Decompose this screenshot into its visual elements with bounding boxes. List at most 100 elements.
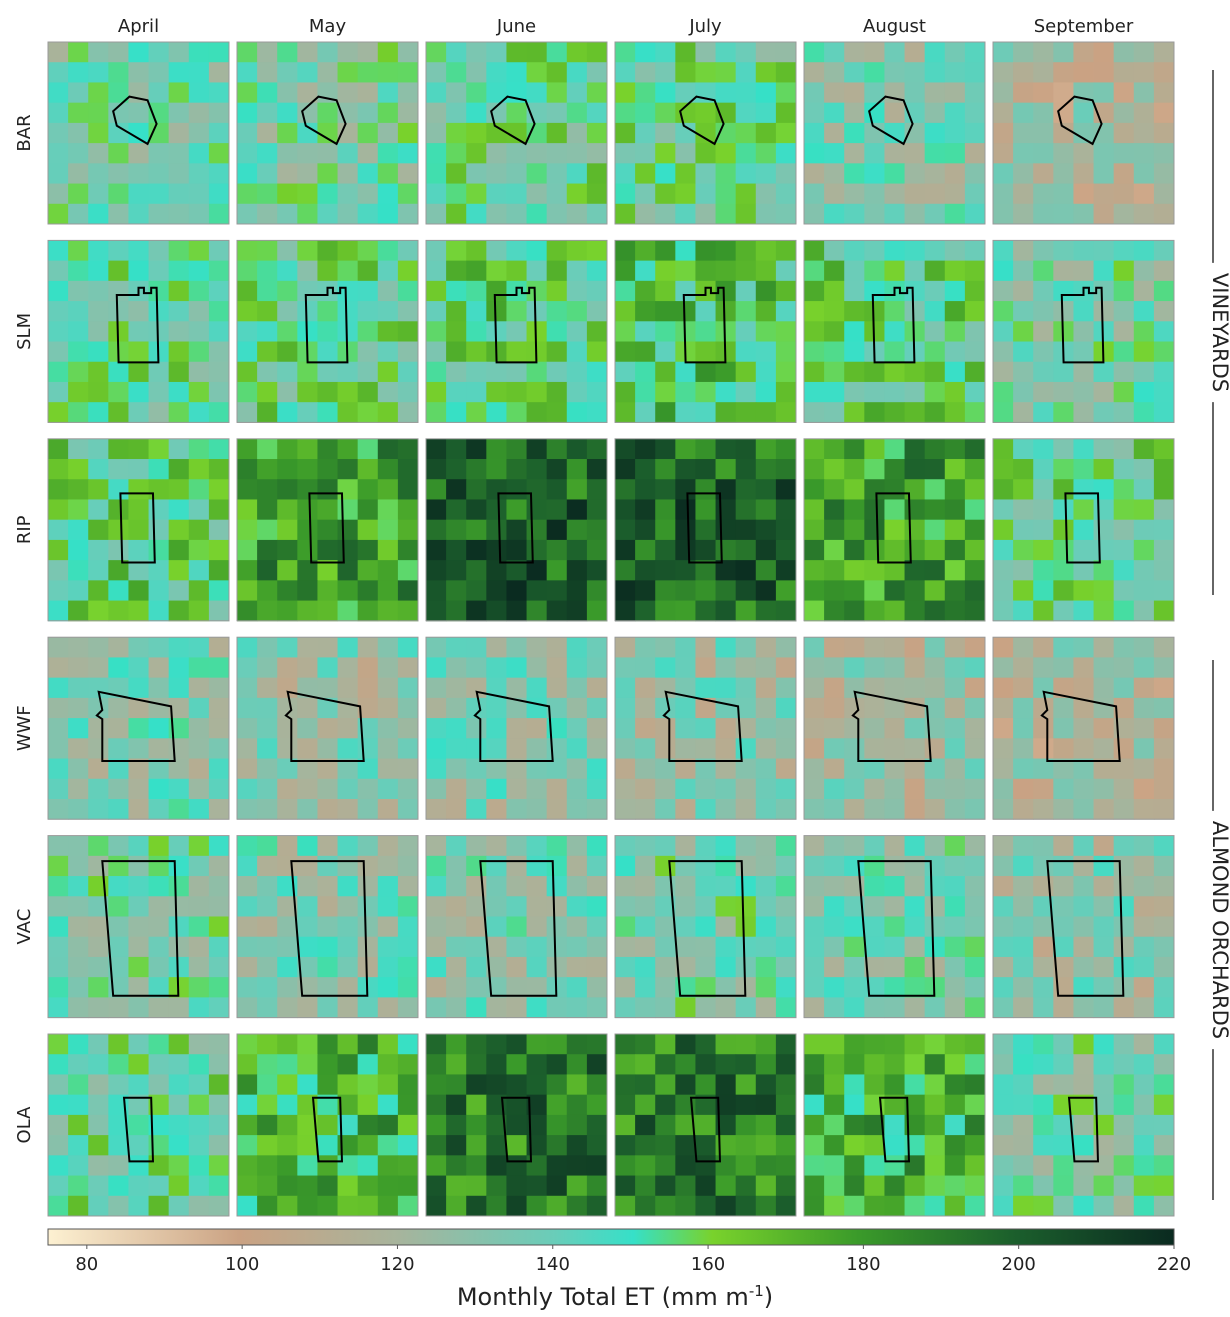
map-cell bbox=[168, 459, 190, 480]
map-cell bbox=[168, 42, 190, 63]
map-cell bbox=[237, 956, 258, 978]
map-cell bbox=[586, 1114, 608, 1136]
map-cell bbox=[993, 718, 1014, 739]
map-cell bbox=[844, 1135, 865, 1156]
map-cell bbox=[804, 163, 825, 185]
map-cell bbox=[924, 183, 946, 205]
map-cell bbox=[804, 1155, 825, 1177]
map-cell bbox=[208, 82, 230, 104]
map-cell bbox=[635, 122, 656, 144]
map-cell bbox=[695, 341, 717, 363]
map-cell bbox=[775, 62, 797, 83]
map-cell bbox=[775, 677, 797, 699]
map-cell bbox=[208, 102, 230, 124]
map-cell bbox=[526, 1135, 548, 1156]
map-cell bbox=[695, 738, 717, 760]
map-cell bbox=[1133, 381, 1155, 403]
map-cell bbox=[1073, 381, 1095, 403]
map-cell bbox=[993, 600, 1014, 622]
map-cell bbox=[357, 1175, 379, 1197]
map-cell bbox=[68, 580, 89, 602]
map-cell bbox=[168, 402, 190, 423]
map-cell bbox=[944, 402, 966, 423]
map-cell bbox=[506, 301, 528, 322]
map-cell bbox=[566, 122, 588, 144]
map-cell bbox=[1033, 479, 1054, 500]
colorbar-tick-label: 180 bbox=[846, 1254, 880, 1275]
map-cell bbox=[804, 1094, 825, 1116]
field-boundary bbox=[851, 690, 932, 762]
map-cell bbox=[148, 402, 170, 423]
map-cell bbox=[446, 122, 467, 144]
map-cell bbox=[68, 122, 89, 144]
map-cell bbox=[446, 778, 467, 800]
map-cell bbox=[188, 260, 210, 282]
map-cell bbox=[546, 1175, 568, 1197]
map-cell bbox=[446, 580, 467, 602]
map-cell bbox=[188, 1094, 210, 1116]
map-cell bbox=[486, 896, 507, 917]
map-cell bbox=[237, 1195, 258, 1217]
map-cell bbox=[964, 539, 986, 561]
map-cell bbox=[397, 301, 419, 322]
map-cell bbox=[1113, 1074, 1135, 1096]
map-cell bbox=[844, 580, 865, 602]
map-cell bbox=[466, 122, 487, 144]
map-cell bbox=[88, 1094, 109, 1116]
map-cell bbox=[675, 240, 696, 262]
map-cell bbox=[526, 977, 548, 998]
map-cell bbox=[1073, 301, 1095, 322]
map-cell bbox=[48, 835, 69, 857]
map-cell bbox=[964, 677, 986, 699]
map-cell bbox=[526, 738, 548, 760]
map-cell bbox=[466, 697, 487, 719]
map-cell bbox=[128, 697, 150, 719]
map-cell bbox=[88, 280, 109, 302]
map-cell bbox=[884, 402, 906, 423]
map-cell bbox=[1073, 499, 1095, 521]
map-cell bbox=[904, 936, 926, 958]
map-cell bbox=[695, 600, 717, 622]
map-cell bbox=[88, 758, 109, 780]
map-cell bbox=[317, 580, 339, 602]
map-cell bbox=[964, 381, 986, 403]
map-cell bbox=[377, 62, 399, 83]
map-cell bbox=[128, 1034, 150, 1055]
map-cell bbox=[257, 499, 278, 521]
map-cell bbox=[615, 301, 636, 322]
map-cell bbox=[277, 835, 298, 857]
map-cell bbox=[775, 997, 797, 1019]
map-cell bbox=[1093, 896, 1115, 917]
map-cell bbox=[486, 479, 507, 500]
map-cell bbox=[1073, 835, 1095, 857]
map-cell bbox=[775, 778, 797, 800]
map-cell bbox=[1033, 143, 1054, 164]
map-cell bbox=[775, 560, 797, 581]
map-cell bbox=[655, 560, 676, 581]
map-cell bbox=[615, 82, 636, 104]
map-cell bbox=[208, 163, 230, 185]
map-cell bbox=[566, 1135, 588, 1156]
map-cell bbox=[188, 855, 210, 877]
map-cell bbox=[68, 62, 89, 83]
map-cell bbox=[88, 42, 109, 63]
map-cell bbox=[566, 896, 588, 917]
map-cell bbox=[48, 499, 69, 521]
map-cell bbox=[844, 183, 865, 205]
map-cell bbox=[68, 778, 89, 800]
map-cell bbox=[446, 539, 467, 561]
map-cell bbox=[88, 203, 109, 225]
map-cell bbox=[993, 519, 1014, 541]
map-cell bbox=[824, 203, 845, 225]
map-cell bbox=[1013, 697, 1034, 719]
map-cell bbox=[1153, 997, 1175, 1019]
map-cell bbox=[148, 1074, 170, 1096]
map-cell bbox=[466, 499, 487, 521]
map-cell bbox=[148, 539, 170, 561]
map-cell bbox=[446, 936, 467, 958]
map-cell bbox=[1133, 855, 1155, 877]
map-cell bbox=[128, 916, 150, 938]
map-cell bbox=[546, 1135, 568, 1156]
map-cell bbox=[188, 163, 210, 185]
map-cell bbox=[506, 637, 528, 658]
